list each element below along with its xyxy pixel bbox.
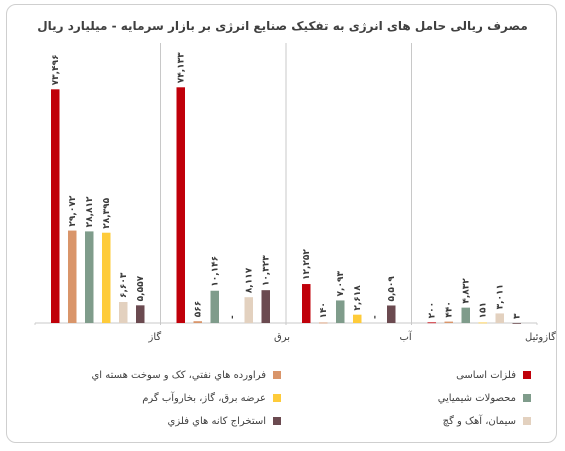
bar xyxy=(68,230,77,323)
legend-swatch xyxy=(273,371,281,379)
data-label: ۲۸,۳۹۵ xyxy=(102,197,112,228)
legend-label: محصولات شيميايي xyxy=(437,392,516,404)
legend-item: سيمان، آهک و گچ xyxy=(443,413,531,429)
chart-frame: مصرف ریالی حامل های انرژی به تفکیک صنایع… xyxy=(6,4,558,443)
bar xyxy=(302,284,311,323)
data-label: ۱۴۰ xyxy=(319,302,329,318)
legend-item: فلزات اساسی xyxy=(456,367,531,383)
bar xyxy=(85,231,94,323)
data-label: ۴,۸۳۲ xyxy=(462,278,472,304)
bar xyxy=(495,313,504,323)
legend-swatch xyxy=(273,394,281,402)
bar xyxy=(261,290,270,323)
bar xyxy=(210,290,219,323)
chart-plot-area: ۷۳,۴۹۶ ۲۹,۰۷۲ ۲۸,۸۱۲ ۲۸,۳۹۵ ۶,۶۰۳ ۵,۵۵۷ گاز ۷۴,… xyxy=(34,43,558,343)
data-label: ۳,۰۱۱ xyxy=(496,284,506,309)
data-label: ۵,۵۰۹ xyxy=(387,276,397,302)
data-label: ۲,۶۱۸ xyxy=(353,285,363,311)
data-label: ۱۲,۲۵۲ xyxy=(302,249,312,280)
data-label: ۶,۶۰۳ xyxy=(119,272,129,298)
data-label: - xyxy=(370,315,380,319)
data-label: ۳ xyxy=(513,313,523,319)
bar xyxy=(244,297,253,323)
legend-swatch xyxy=(523,394,531,402)
data-label: ۵۶۶ xyxy=(194,301,204,317)
data-label: ۷۳,۴۹۶ xyxy=(51,54,61,85)
data-label: ۱۰,۳۲۳ xyxy=(262,255,272,286)
legend-label: فراورده هاي نفتي، كک و سوخت هسته اي xyxy=(91,369,266,381)
category-label: برق xyxy=(274,332,290,343)
legend-label: عرضه برق، گاز، بخاروآب گرم xyxy=(142,392,266,404)
chart-legend: فلزات اساسی فراورده هاي نفتي، كک و سوخت ه… xyxy=(31,367,531,437)
data-label: ۷,۰۹۳ xyxy=(336,271,346,297)
category-label: گاز xyxy=(148,331,162,343)
bar xyxy=(102,232,111,323)
data-label: ۴۴۰ xyxy=(445,301,455,317)
legend-swatch xyxy=(523,371,531,379)
bar xyxy=(444,321,453,323)
bar xyxy=(353,314,362,323)
bar xyxy=(387,305,396,323)
legend-label: استخراج کانه هاي فلزي xyxy=(167,415,266,427)
bar xyxy=(193,321,202,323)
data-label: ۱۵۱ xyxy=(479,302,489,318)
bar xyxy=(51,89,60,324)
bar xyxy=(427,322,436,324)
legend-label: فلزات اساسی xyxy=(456,369,516,381)
legend-label: سيمان، آهک و گچ xyxy=(442,415,516,427)
category-label: بخار، مازوت و گازوئیل xyxy=(525,331,558,343)
data-label: ۲۰۰ xyxy=(428,302,438,318)
legend-item: عرضه برق، گاز، بخاروآب گرم xyxy=(142,390,281,406)
category-label: آب xyxy=(400,330,413,343)
legend-swatch xyxy=(273,417,281,425)
data-label: ۲۹,۰۷۲ xyxy=(68,195,78,226)
bar xyxy=(336,300,345,323)
chart-title: مصرف ریالی حامل های انرژی به تفکیک صنایع… xyxy=(37,19,528,33)
legend-item: فراورده هاي نفتي، كک و سوخت هسته اي xyxy=(91,367,281,383)
data-label: ۱۰,۱۴۶ xyxy=(211,256,221,287)
bar xyxy=(136,305,145,323)
data-label: - xyxy=(228,315,238,319)
bar xyxy=(176,87,185,323)
legend-item: استخراج کانه هاي فلزي xyxy=(168,413,281,429)
bar xyxy=(119,302,128,323)
bar xyxy=(319,322,328,324)
data-label: ۲۸,۸۱۲ xyxy=(85,196,95,227)
data-label: ۷۴,۱۳۳ xyxy=(177,52,187,83)
data-label: ۵,۵۵۷ xyxy=(136,275,146,301)
legend-swatch xyxy=(523,417,531,425)
legend-item: محصولات شيميايي xyxy=(438,390,531,406)
data-label: ۸,۱۱۷ xyxy=(245,267,255,293)
bar xyxy=(461,307,470,323)
bar xyxy=(512,322,521,324)
bar xyxy=(478,322,487,324)
